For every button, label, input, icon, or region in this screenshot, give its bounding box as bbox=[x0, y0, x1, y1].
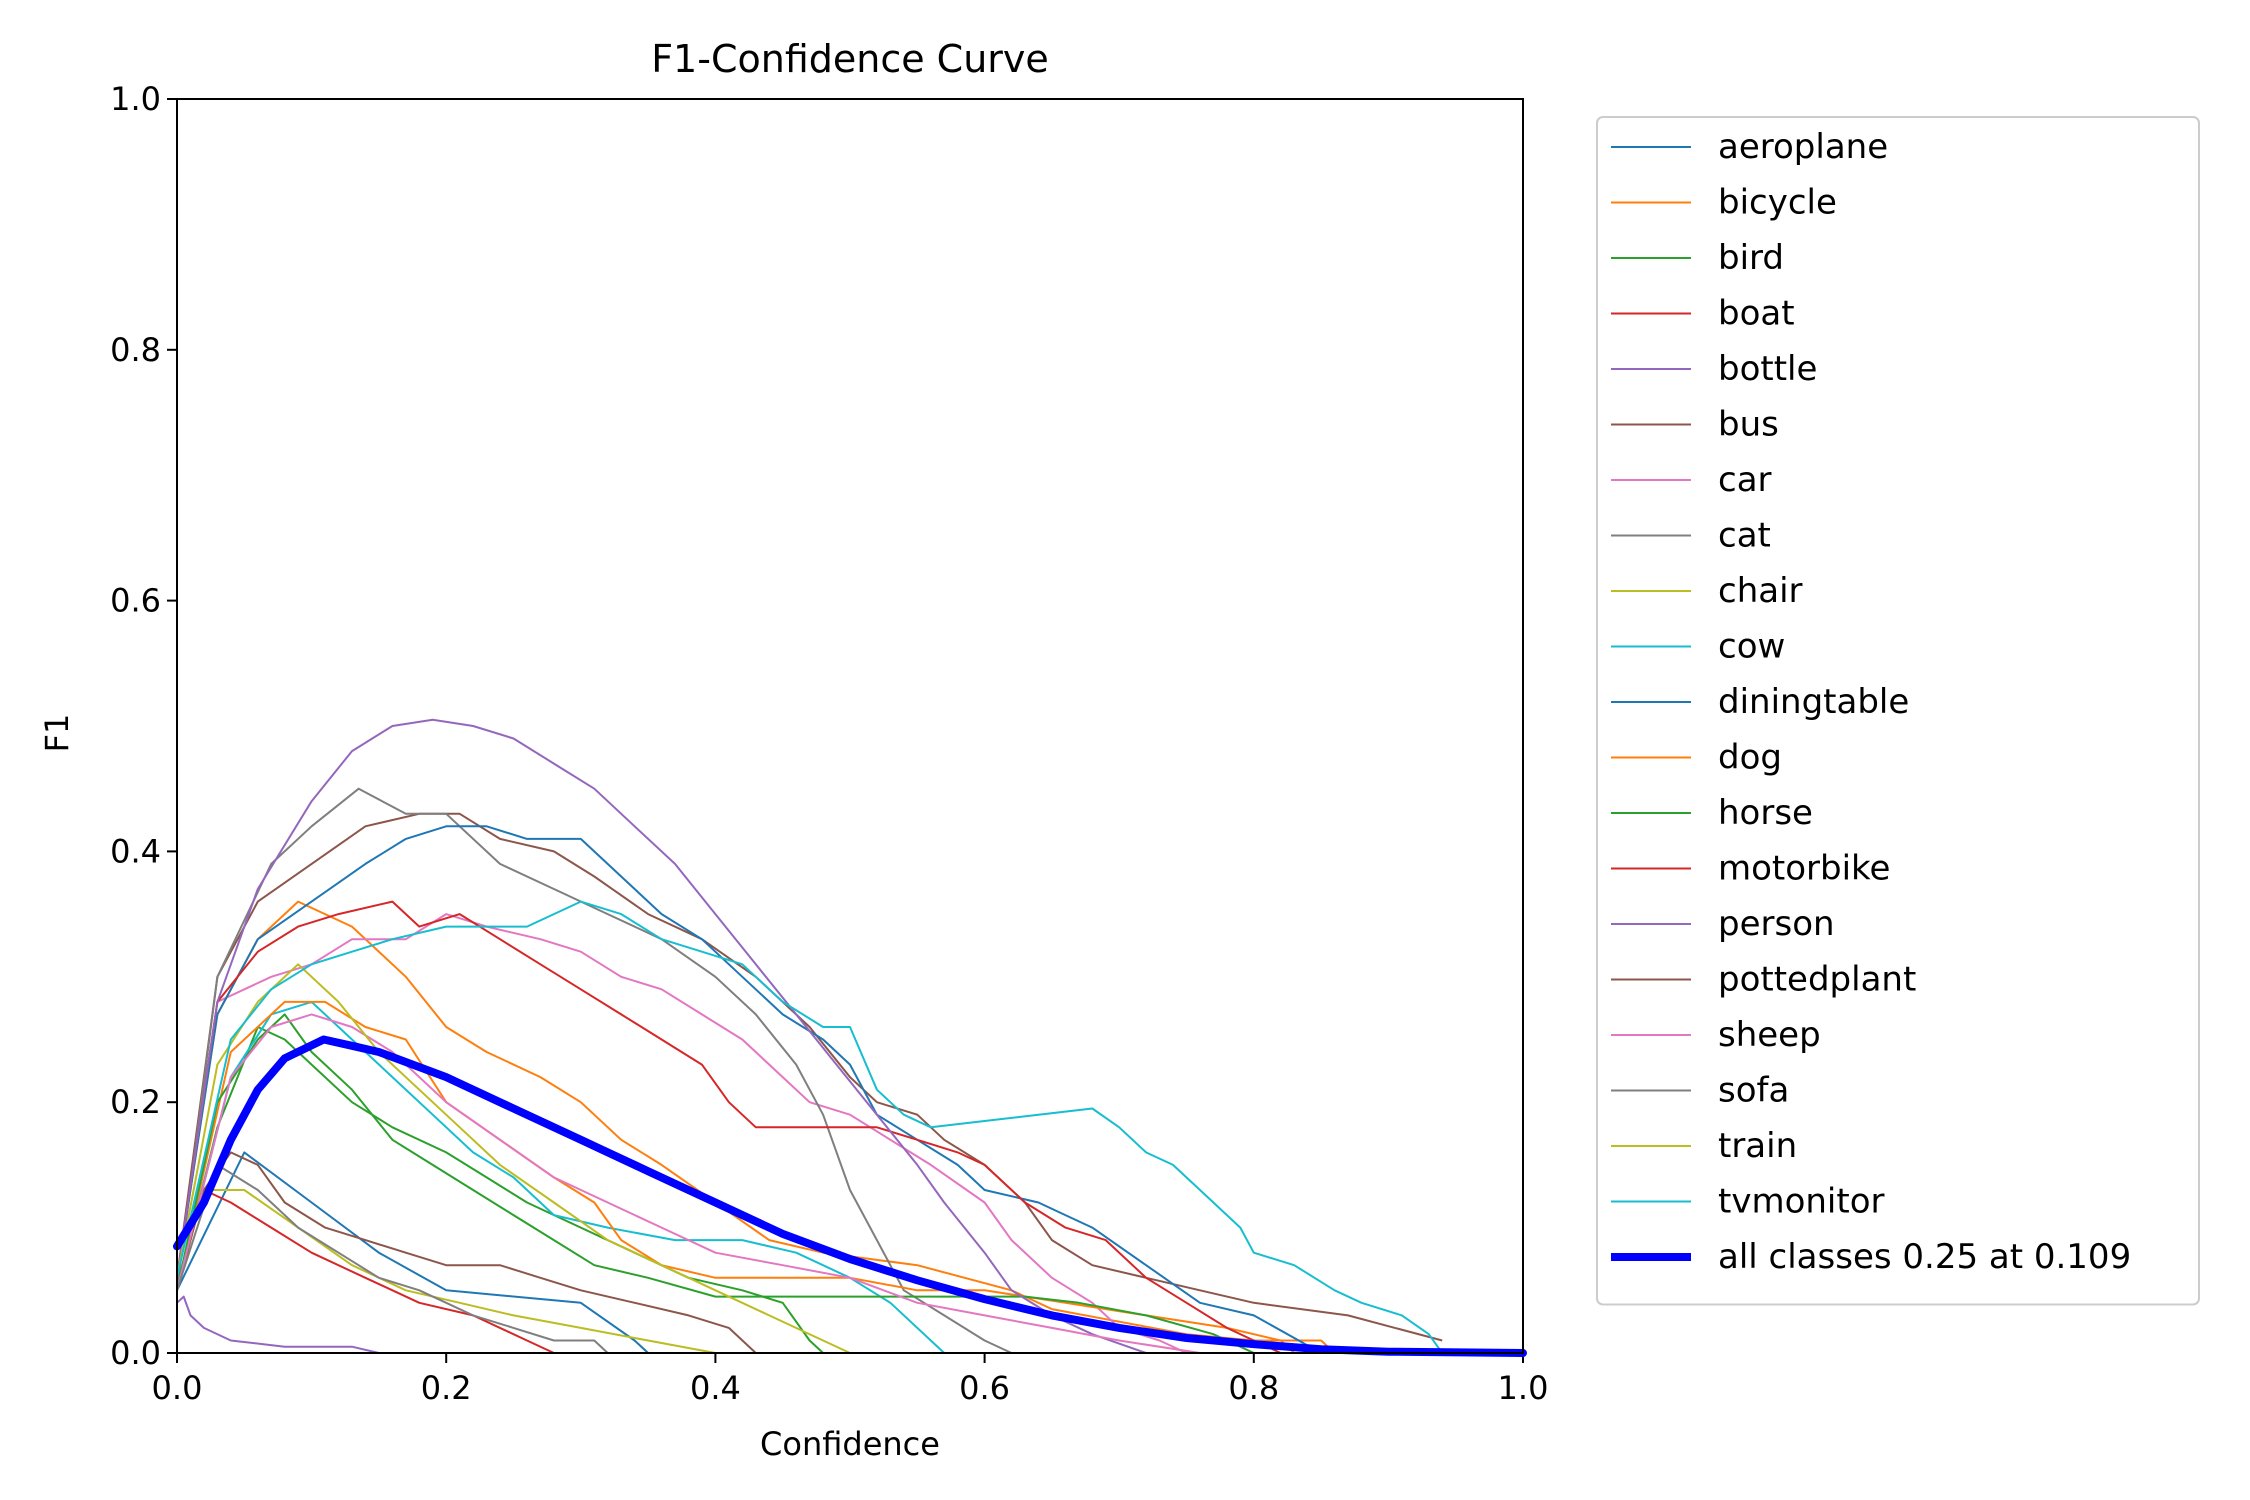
legend-label: bird bbox=[1718, 238, 1784, 278]
y-tick-label: 1.0 bbox=[110, 80, 161, 118]
series-line-boat bbox=[176, 1189, 555, 1354]
legend-label: car bbox=[1718, 460, 1772, 500]
legend-label: bottle bbox=[1718, 349, 1817, 389]
series-line-aeroplane bbox=[176, 1151, 649, 1354]
y-tick-label: 0.8 bbox=[110, 331, 161, 369]
legend-label: all classes 0.25 at 0.109 bbox=[1718, 1237, 2131, 1277]
y-axis-label: F1 bbox=[38, 714, 76, 753]
series-line-cow bbox=[176, 1000, 945, 1354]
legend: aeroplane bicycle bird boat bottle bus car cat c… bbox=[1596, 116, 2200, 1306]
x-tick-label: 0.4 bbox=[690, 1369, 741, 1407]
legend-box bbox=[1596, 116, 2200, 1306]
series-line-horse bbox=[176, 1013, 1255, 1354]
axis-ticks: 0.0 0.2 0.4 0.6 0.8 1.0 0.0 0.2 0.4 0.6 0.8 1.0 bbox=[110, 80, 1548, 1407]
x-tick-label: 0.2 bbox=[421, 1369, 472, 1407]
y-tick-label: 0.4 bbox=[110, 832, 161, 870]
x-tick-label: 0.6 bbox=[959, 1369, 1010, 1407]
legend-label: motorbike bbox=[1718, 849, 1890, 889]
legend-label: cat bbox=[1718, 516, 1771, 556]
legend-label: person bbox=[1718, 904, 1835, 944]
legend-label: cow bbox=[1718, 627, 1785, 667]
plot-frame bbox=[176, 98, 1524, 1354]
plot-area bbox=[173, 718, 1527, 1357]
series-line-motorbike bbox=[176, 900, 1282, 1354]
legend-label: boat bbox=[1718, 294, 1795, 334]
series-line-tvmonitor bbox=[176, 900, 1444, 1354]
legend-label: diningtable bbox=[1718, 682, 1909, 722]
series-line-dog bbox=[176, 1000, 1295, 1354]
x-axis-label: Confidence bbox=[760, 1425, 940, 1463]
legend-label: dog bbox=[1718, 738, 1782, 778]
legend-label: horse bbox=[1718, 793, 1813, 833]
y-tick-label: 0.6 bbox=[110, 582, 161, 620]
series-line-car bbox=[176, 913, 1187, 1354]
legend-label: tvmonitor bbox=[1718, 1182, 1885, 1222]
series-line-person bbox=[176, 718, 1147, 1354]
legend-label: sofa bbox=[1718, 1071, 1789, 1111]
series-line-diningtable bbox=[176, 825, 1322, 1354]
y-tick-label: 0.0 bbox=[110, 1334, 161, 1372]
series-line-bottle bbox=[176, 1295, 380, 1354]
series-line-bicycle bbox=[176, 900, 1336, 1354]
legend-label: train bbox=[1718, 1126, 1797, 1166]
chart-title: F1-Confidence Curve bbox=[651, 37, 1049, 81]
series-line-pottedplant bbox=[176, 1151, 757, 1354]
legend-label: aeroplane bbox=[1718, 127, 1888, 167]
series-line-all-classes bbox=[173, 1035, 1527, 1357]
y-tick-label: 0.2 bbox=[110, 1083, 161, 1121]
legend-label: sheep bbox=[1718, 1015, 1821, 1055]
series-line-bird bbox=[176, 1026, 824, 1354]
legend-label: chair bbox=[1718, 571, 1803, 611]
x-tick-label: 1.0 bbox=[1498, 1369, 1549, 1407]
series-line-sofa bbox=[176, 1163, 609, 1354]
legend-label: pottedplant bbox=[1718, 960, 1916, 1000]
legend-label: bicycle bbox=[1718, 183, 1837, 223]
series-line-train bbox=[176, 963, 851, 1354]
legend-label: bus bbox=[1718, 405, 1779, 445]
series-line-chair bbox=[176, 1189, 716, 1354]
series-line-sheep bbox=[176, 1013, 1201, 1354]
x-tick-label: 0.8 bbox=[1228, 1369, 1279, 1407]
x-tick-label: 0.0 bbox=[152, 1369, 203, 1407]
